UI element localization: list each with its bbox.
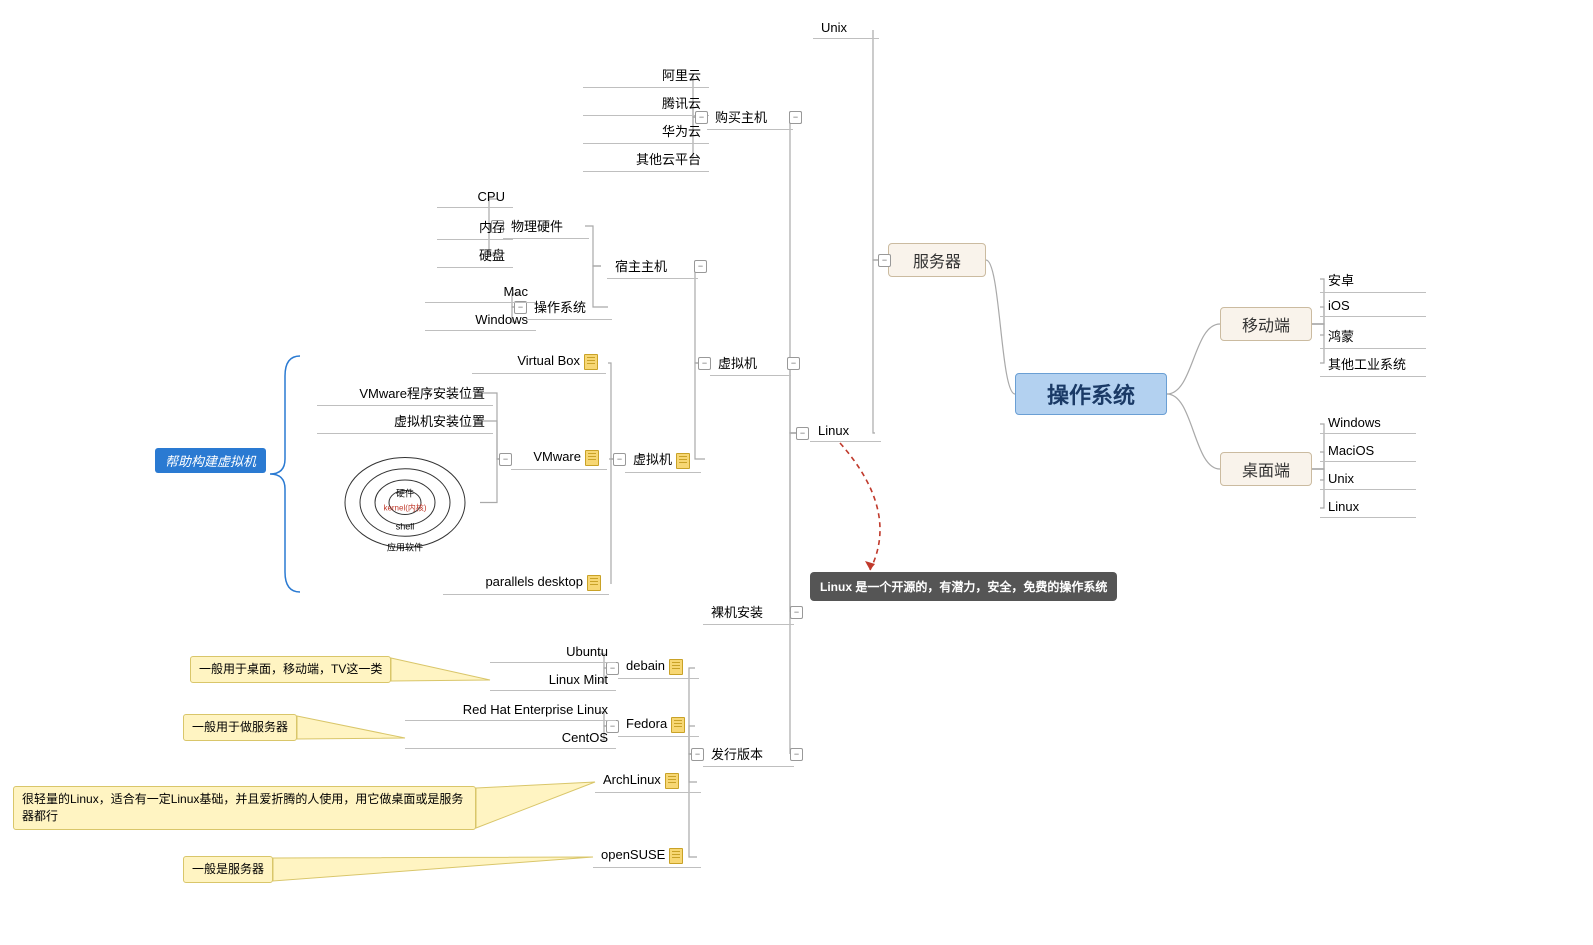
linux-callout: Linux 是一个开源的，有潜力，安全，免费的操作系统 [810,572,1117,601]
leaf-Red Hat Enterprise Linux[interactable]: Red Hat Enterprise Linux [405,700,616,721]
toggle-icon[interactable]: − [790,606,803,619]
vm-help-tag: 帮助构建虚拟机 [155,448,266,473]
toggle-icon[interactable]: − [694,260,707,273]
leaf-CPU[interactable]: CPU [437,187,513,208]
note-opensuse: 一般是服务器 [183,856,273,883]
node-buy-host[interactable]: 购买主机 [707,105,793,130]
leaf-iOS[interactable]: iOS [1320,296,1426,317]
toggle-icon[interactable]: − [787,357,800,370]
note-fedora: 一般用于做服务器 [183,714,297,741]
leaf-Linux[interactable]: Linux [1320,497,1416,518]
leaf-硬盘[interactable]: 硬盘 [437,243,513,268]
toggle-icon[interactable]: − [695,111,708,124]
leaf-Linux Mint[interactable]: Linux Mint [490,670,616,691]
note-icon [587,575,601,591]
branch-server[interactable]: 服务器 [888,243,986,277]
node-vm[interactable]: 虚拟机 [710,351,791,376]
leaf-鸿蒙[interactable]: 鸿蒙 [1320,324,1426,349]
root-node[interactable]: 操作系统 [1015,373,1167,415]
toggle-icon[interactable]: − [790,748,803,761]
toggle-icon[interactable]: − [878,254,891,267]
leaf-Windows[interactable]: Windows [1320,413,1416,434]
leaf-Virtual Box[interactable]: Virtual Box [472,351,606,374]
node-distro[interactable]: 发行版本 [703,742,794,767]
note-debain: 一般用于桌面，移动端，TV这一类 [190,656,391,683]
leaf-华为云[interactable]: 华为云 [583,119,709,144]
note-icon [585,450,599,466]
leaf-parallels desktop[interactable]: parallels desktop [443,572,609,595]
toggle-icon[interactable]: − [789,111,802,124]
leaf-Windows[interactable]: Windows [425,310,536,331]
leaf-虚拟机安装位置[interactable]: 虚拟机安装位置 [317,409,493,434]
leaf-VMware程序安装位置[interactable]: VMware程序安装位置 [317,381,493,406]
leaf-其他工业系统[interactable]: 其他工业系统 [1320,352,1426,377]
leaf-unix[interactable]: Unix [813,18,879,39]
toggle-icon[interactable]: − [499,453,512,466]
node-os[interactable]: 操作系统 [526,295,612,320]
leaf-Ubuntu[interactable]: Ubuntu [490,642,616,663]
note-icon [584,354,598,370]
toggle-icon[interactable]: − [796,427,809,440]
note-icon [669,659,683,675]
node-bare-metal[interactable]: 裸机安装 [703,600,794,625]
leaf-阿里云[interactable]: 阿里云 [583,63,709,88]
toggle-icon[interactable]: − [691,748,704,761]
toggle-icon[interactable]: − [698,357,711,370]
note-icon [669,848,683,864]
leaf-内存[interactable]: 内存 [437,215,513,240]
leaf-CentOS[interactable]: CentOS [405,728,616,749]
note-icon [676,453,690,469]
node-vm-soft[interactable]: 虚拟机 [625,447,701,473]
node-fedora[interactable]: Fedora [618,714,699,737]
leaf-腾讯云[interactable]: 腾讯云 [583,91,709,116]
note-icon [665,773,679,789]
branch-桌面端[interactable]: 桌面端 [1220,452,1312,486]
note-icon [671,717,685,733]
leaf-Unix[interactable]: Unix [1320,469,1416,490]
leaf-VMware[interactable]: VMware [511,447,607,470]
leaf-linux[interactable]: Linux [810,421,881,442]
toggle-icon[interactable]: − [613,453,626,466]
leaf-其他云平台[interactable]: 其他云平台 [583,147,709,172]
node-opensuse[interactable]: openSUSE [593,845,701,868]
leaf-Mac[interactable]: Mac [425,282,536,303]
node-arch[interactable]: ArchLinux [595,770,701,793]
leaf-安卓[interactable]: 安卓 [1320,268,1426,293]
leaf-MaciOS[interactable]: MaciOS [1320,441,1416,462]
node-host-machine[interactable]: 宿主主机 [607,254,698,279]
branch-移动端[interactable]: 移动端 [1220,307,1312,341]
node-debain[interactable]: debain [618,656,699,679]
node-phys-hw[interactable]: 物理硬件 [503,214,589,239]
note-arch: 很轻量的Linux，适合有一定Linux基础，并且爱折腾的人使用，用它做桌面或是… [13,786,476,830]
